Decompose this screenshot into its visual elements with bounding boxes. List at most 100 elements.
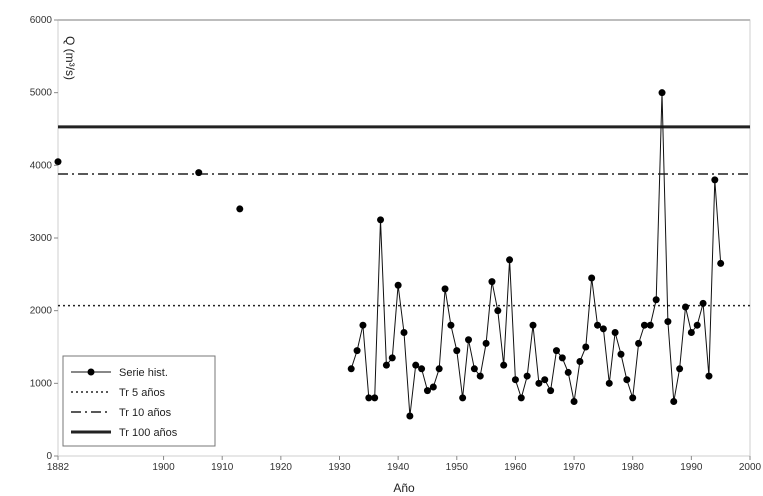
data-point xyxy=(465,336,473,344)
data-point xyxy=(365,394,373,402)
data-point xyxy=(582,343,590,351)
legend-label: Tr 100 años xyxy=(119,427,178,439)
data-point xyxy=(658,89,666,97)
y-axis-ticks: 0 1000 2000 3000 4000 5000 6000 xyxy=(30,15,58,462)
legend-marker xyxy=(87,368,95,376)
data-point xyxy=(570,398,578,405)
data-point xyxy=(605,379,613,387)
return-period-lines xyxy=(58,125,750,307)
data-point xyxy=(681,303,689,311)
x-tick-label: 2000 xyxy=(739,462,762,473)
y-axis-title: Q (m³/s) xyxy=(63,36,77,80)
x-tick-label: 1930 xyxy=(328,462,351,473)
data-point xyxy=(347,365,355,373)
data-point xyxy=(371,394,379,402)
y-tick-label: 6000 xyxy=(30,15,53,26)
legend-label: Serie hist. xyxy=(119,367,168,379)
data-point xyxy=(517,394,525,402)
data-point xyxy=(236,205,244,213)
data-point xyxy=(476,372,484,380)
x-tick-label: 1990 xyxy=(680,462,703,473)
data-point xyxy=(429,383,437,391)
data-point xyxy=(664,318,672,326)
data-point xyxy=(552,347,560,355)
data-point xyxy=(470,365,478,373)
y-tick-label: 1000 xyxy=(30,378,53,389)
data-point xyxy=(447,321,455,329)
x-tick-label: 1920 xyxy=(270,462,293,473)
data-point xyxy=(382,361,390,369)
data-point xyxy=(693,321,701,329)
data-point xyxy=(646,321,654,329)
data-point xyxy=(523,372,531,380)
data-point xyxy=(711,176,719,184)
x-axis-ticks: 1882 1900 1910 1920 1930 1940 1950 1960 1970 1980… xyxy=(47,456,762,473)
data-point xyxy=(353,347,361,355)
legend: Serie hist. Tr 5 años Tr 10 años Tr 100 año… xyxy=(62,355,216,447)
data-point xyxy=(547,387,555,395)
data-point xyxy=(54,158,62,166)
data-point xyxy=(576,358,584,366)
data-point xyxy=(564,368,572,376)
data-point xyxy=(423,387,431,395)
data-point xyxy=(377,216,385,224)
data-point xyxy=(459,394,467,402)
x-tick-label: 1960 xyxy=(504,462,527,473)
data-point xyxy=(412,361,420,369)
data-point xyxy=(623,376,631,384)
data-point xyxy=(640,321,648,329)
data-point xyxy=(594,321,602,329)
x-tick-label: 1900 xyxy=(152,462,175,473)
data-point xyxy=(418,365,426,373)
data-point xyxy=(506,256,514,264)
y-tick-label: 0 xyxy=(46,451,52,462)
data-point xyxy=(611,328,619,336)
data-point xyxy=(453,347,461,355)
data-point xyxy=(435,365,443,373)
x-tick-label: 1950 xyxy=(446,462,469,473)
data-point xyxy=(511,376,519,384)
data-point xyxy=(494,307,502,315)
y-tick-label: 2000 xyxy=(30,306,53,317)
data-point xyxy=(488,278,496,286)
data-point xyxy=(652,296,660,304)
y-tick-label: 4000 xyxy=(30,160,53,171)
data-point xyxy=(558,354,566,362)
data-point xyxy=(535,379,543,387)
data-point xyxy=(670,398,678,405)
data-point xyxy=(529,321,537,329)
series-line xyxy=(350,92,722,417)
data-point xyxy=(441,285,449,293)
data-point xyxy=(394,281,402,289)
data-point xyxy=(717,259,725,267)
data-point xyxy=(400,328,408,336)
data-point xyxy=(629,394,637,402)
data-point xyxy=(500,361,508,369)
data-point xyxy=(195,169,203,177)
y-tick-label: 3000 xyxy=(30,233,53,244)
legend-label: Tr 5 años xyxy=(119,387,166,399)
data-point xyxy=(617,350,625,358)
legend-label: Tr 10 años xyxy=(119,407,172,419)
historical-series xyxy=(54,89,725,420)
data-point xyxy=(699,299,707,307)
y-tick-label: 5000 xyxy=(30,88,53,99)
data-point xyxy=(687,328,695,336)
data-point xyxy=(359,321,367,329)
x-tick-label: 1970 xyxy=(563,462,586,473)
x-axis-title: Año xyxy=(393,481,415,495)
data-point xyxy=(676,365,684,373)
x-tick-label: 1980 xyxy=(622,462,645,473)
data-point xyxy=(482,339,490,347)
data-point xyxy=(406,412,414,420)
data-point xyxy=(705,372,713,380)
x-tick-label: 1940 xyxy=(387,462,410,473)
x-tick-label: 1910 xyxy=(211,462,234,473)
data-point xyxy=(541,376,549,384)
data-point xyxy=(388,354,396,362)
data-point xyxy=(588,274,596,282)
x-tick-label: 1882 xyxy=(47,462,70,473)
data-point xyxy=(599,325,607,333)
data-point xyxy=(635,339,643,347)
